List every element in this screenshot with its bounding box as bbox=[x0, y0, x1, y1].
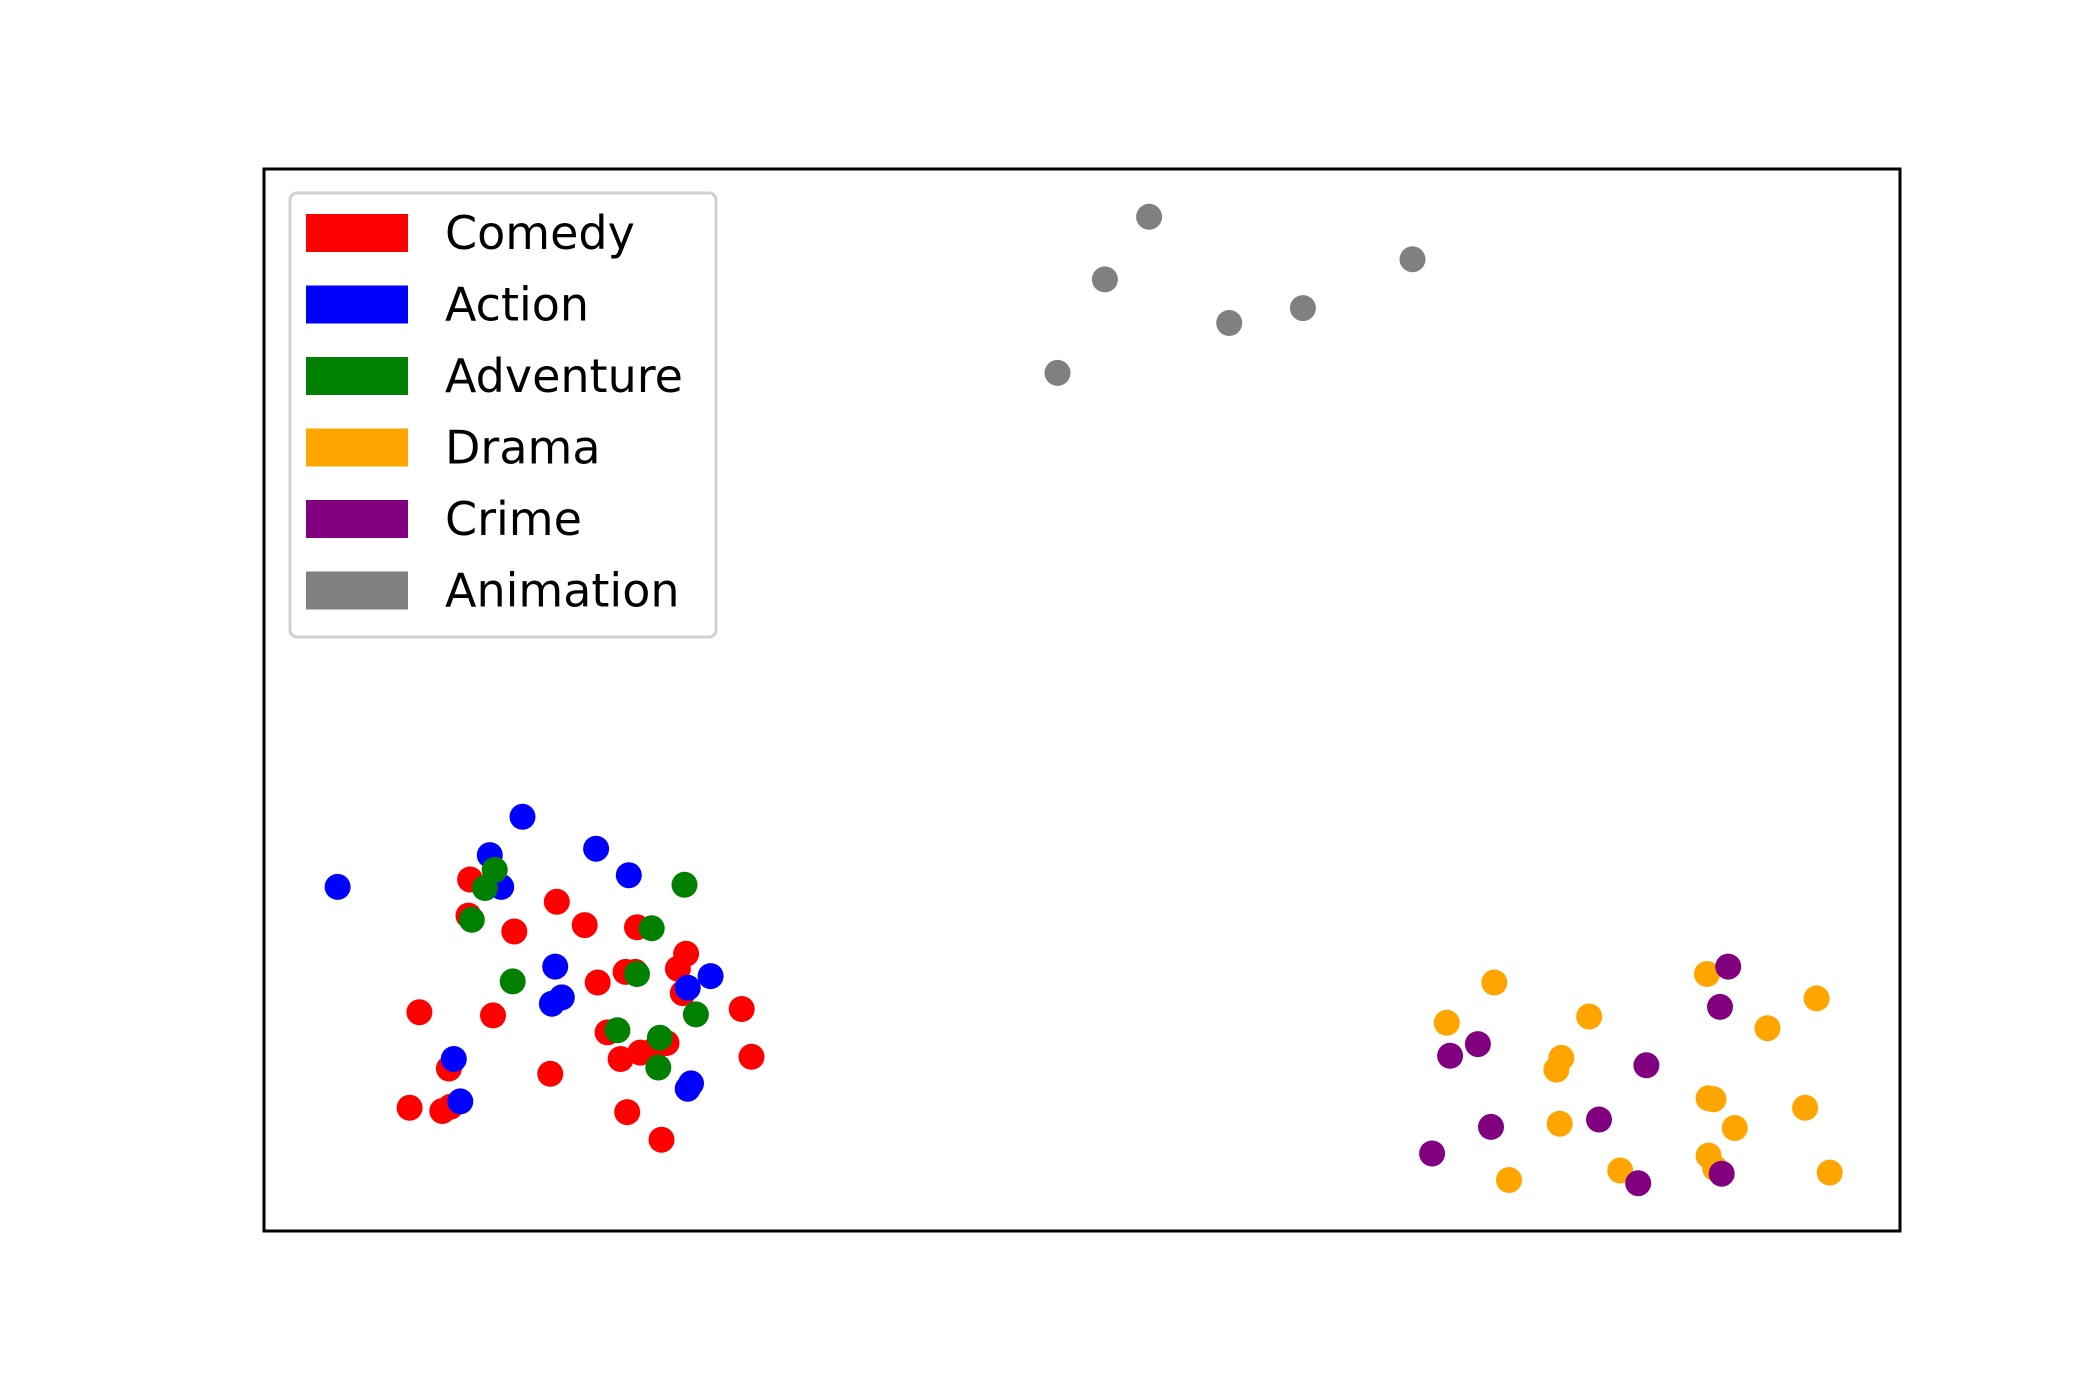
point-crime-2 bbox=[1464, 1031, 1491, 1058]
legend-label-crime: Crime bbox=[445, 492, 582, 546]
legend-label-drama: Drama bbox=[445, 421, 601, 475]
point-crime-0 bbox=[1715, 953, 1742, 980]
point-comedy-3 bbox=[543, 888, 570, 915]
point-comedy-9 bbox=[571, 912, 598, 939]
legend: Comedy Action Adventure Drama Crime Animation bbox=[288, 191, 718, 639]
point-action-10 bbox=[674, 974, 701, 1001]
point-comedy-11 bbox=[584, 969, 611, 996]
point-crime-5 bbox=[1586, 1106, 1612, 1133]
point-drama-12 bbox=[1546, 1110, 1573, 1137]
point-adventure-10 bbox=[645, 1054, 672, 1081]
point-adventure-5 bbox=[638, 915, 665, 942]
point-adventure-4 bbox=[671, 871, 698, 898]
point-comedy-23 bbox=[728, 996, 755, 1022]
point-action-8 bbox=[538, 990, 565, 1017]
point-adventure-3 bbox=[499, 968, 526, 995]
point-drama-7 bbox=[1543, 1056, 1570, 1083]
legend-swatch-crime bbox=[306, 500, 408, 538]
legend-label-action: Action bbox=[445, 278, 589, 332]
point-drama-14 bbox=[1607, 1157, 1634, 1184]
data-points bbox=[324, 203, 1843, 1197]
point-crime-9 bbox=[1708, 1160, 1735, 1187]
point-comedy-19 bbox=[648, 1126, 675, 1153]
plot-frame bbox=[262, 167, 1902, 1233]
legend-swatch-comedy bbox=[306, 214, 408, 252]
point-animation-3 bbox=[1216, 310, 1243, 336]
point-action-4 bbox=[583, 835, 610, 862]
point-drama-3 bbox=[1803, 985, 1830, 1012]
point-adventure-6 bbox=[624, 961, 650, 987]
legend-swatch-animation bbox=[306, 571, 408, 610]
legend-label-adventure: Adventure bbox=[445, 349, 683, 403]
point-comedy-2 bbox=[501, 918, 528, 945]
point-adventure-8 bbox=[604, 1017, 631, 1044]
point-drama-15 bbox=[1496, 1167, 1522, 1193]
point-comedy-7 bbox=[396, 1094, 423, 1121]
point-adventure-9 bbox=[646, 1024, 673, 1051]
point-crime-1 bbox=[1707, 993, 1733, 1020]
point-action-6 bbox=[542, 953, 569, 980]
point-crime-4 bbox=[1633, 1052, 1660, 1079]
point-action-9 bbox=[697, 963, 724, 990]
point-drama-4 bbox=[1754, 1015, 1781, 1042]
point-adventure-1 bbox=[471, 875, 498, 901]
point-comedy-6 bbox=[537, 1060, 564, 1087]
point-comedy-22 bbox=[673, 940, 700, 967]
point-comedy-4 bbox=[480, 1002, 506, 1029]
point-comedy-14 bbox=[607, 1046, 634, 1072]
point-comedy-18 bbox=[614, 1099, 641, 1126]
point-animation-2 bbox=[1399, 246, 1426, 273]
point-crime-3 bbox=[1437, 1042, 1464, 1069]
point-action-14 bbox=[447, 1088, 474, 1115]
point-drama-0 bbox=[1481, 969, 1508, 996]
point-comedy-25 bbox=[406, 999, 433, 1026]
point-action-5 bbox=[615, 862, 642, 889]
point-action-0 bbox=[324, 873, 351, 900]
point-action-1 bbox=[509, 803, 536, 830]
point-drama-10 bbox=[1700, 1086, 1727, 1113]
point-adventure-2 bbox=[458, 906, 485, 933]
point-drama-11 bbox=[1721, 1115, 1748, 1141]
legend-label-animation: Animation bbox=[445, 564, 680, 618]
point-action-12 bbox=[678, 1070, 704, 1097]
point-drama-9 bbox=[1792, 1094, 1819, 1121]
legend-swatch-drama bbox=[306, 428, 408, 467]
point-animation-4 bbox=[1289, 295, 1316, 322]
point-drama-1 bbox=[1433, 1009, 1460, 1036]
point-adventure-7 bbox=[682, 1001, 709, 1028]
point-drama-5 bbox=[1694, 961, 1720, 987]
legend-swatch-adventure bbox=[306, 357, 408, 395]
legend-swatch-action bbox=[306, 285, 408, 324]
point-crime-8 bbox=[1625, 1170, 1652, 1197]
point-animation-5 bbox=[1044, 359, 1071, 386]
point-drama-16 bbox=[1816, 1159, 1843, 1186]
point-action-13 bbox=[440, 1046, 467, 1072]
point-comedy-24 bbox=[738, 1043, 765, 1070]
point-animation-0 bbox=[1136, 203, 1163, 230]
point-animation-1 bbox=[1091, 266, 1118, 293]
point-crime-7 bbox=[1419, 1140, 1446, 1167]
point-crime-6 bbox=[1478, 1113, 1504, 1140]
legend-label-comedy: Comedy bbox=[445, 206, 635, 260]
point-drama-2 bbox=[1576, 1003, 1603, 1030]
